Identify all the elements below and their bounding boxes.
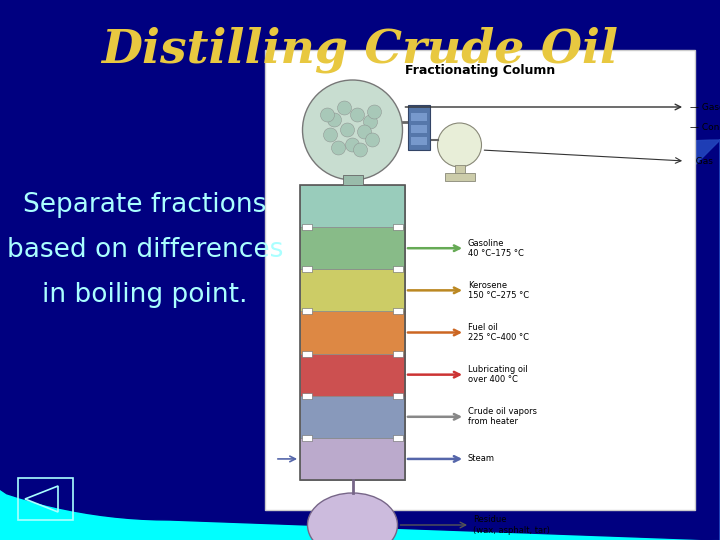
Bar (300, 396, 405, 438)
Ellipse shape (307, 493, 397, 540)
Circle shape (351, 108, 364, 122)
Bar (300, 438, 405, 480)
Bar (300, 185, 405, 227)
Text: Fuel oil
225 °C–400 °C: Fuel oil 225 °C–400 °C (468, 323, 529, 342)
Circle shape (331, 141, 346, 155)
Polygon shape (320, 140, 720, 540)
Bar (444, 173, 474, 181)
Bar (300, 185, 405, 480)
Bar (410, 137, 426, 145)
Text: Gasoline
40 °C–175 °C: Gasoline 40 °C–175 °C (468, 239, 524, 258)
Bar (300, 227, 405, 269)
Circle shape (354, 143, 367, 157)
Bar (393, 350, 403, 356)
Bar (302, 435, 312, 441)
Circle shape (367, 105, 382, 119)
Circle shape (338, 101, 351, 115)
Circle shape (328, 113, 341, 127)
Bar (393, 435, 403, 441)
Bar (300, 312, 405, 354)
Text: in boiling point.: in boiling point. (42, 282, 248, 308)
Circle shape (323, 128, 338, 142)
Bar (410, 125, 426, 133)
Bar (302, 350, 312, 356)
Bar (302, 224, 312, 230)
Circle shape (341, 123, 354, 137)
Bar (300, 269, 405, 312)
Bar (410, 113, 426, 121)
Text: Lubricating oil
over 400 °C: Lubricating oil over 400 °C (468, 365, 528, 384)
Bar (302, 308, 312, 314)
Bar (302, 393, 312, 399)
Bar (393, 266, 403, 272)
Circle shape (366, 133, 379, 147)
Bar (408, 105, 430, 150)
Circle shape (320, 108, 335, 122)
Bar (393, 224, 403, 230)
Circle shape (438, 123, 482, 167)
Text: Crude oil vapors
from heater: Crude oil vapors from heater (468, 407, 537, 427)
Bar (302, 266, 312, 272)
Text: Separate fractions: Separate fractions (23, 192, 266, 218)
Text: Gas: Gas (690, 157, 713, 165)
Circle shape (358, 125, 372, 139)
Text: Kerosene
150 °C–275 °C: Kerosene 150 °C–275 °C (468, 281, 529, 300)
Text: based on differences: based on differences (6, 237, 283, 263)
Bar (300, 354, 405, 396)
Text: Residue
(wax, asphalt, tar): Residue (wax, asphalt, tar) (473, 515, 550, 535)
Bar (18, 478, 73, 520)
Circle shape (302, 80, 402, 180)
Text: Fractionating Column: Fractionating Column (405, 64, 555, 77)
Bar (265, 50, 695, 510)
Text: Distilling Crude Oil: Distilling Crude Oil (102, 27, 618, 73)
Circle shape (346, 138, 359, 152)
Bar (393, 308, 403, 314)
Text: — Gasoline vapors: — Gasoline vapors (690, 103, 720, 111)
Text: — Condenser: — Condenser (690, 123, 720, 132)
Circle shape (364, 115, 377, 129)
Bar (343, 175, 362, 185)
Text: Steam: Steam (468, 455, 495, 463)
Bar (393, 393, 403, 399)
Bar (454, 165, 464, 175)
